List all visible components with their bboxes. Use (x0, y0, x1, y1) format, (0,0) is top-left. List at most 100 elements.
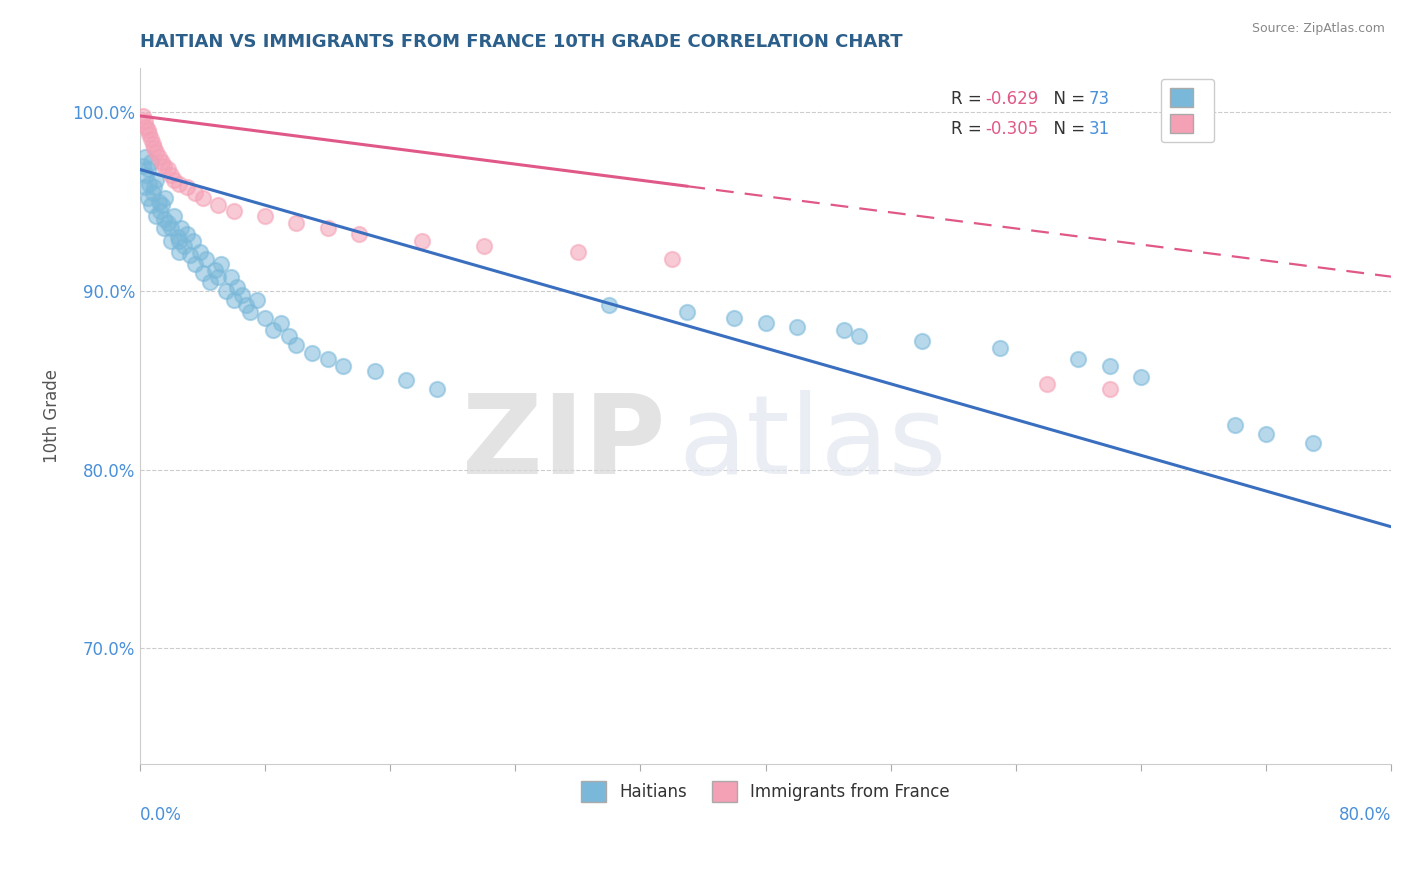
Point (1036, 376, 1059, 391)
Point (152, 212, 174, 227)
Point (254, 209, 277, 223)
Point (226, 280, 249, 294)
Point (135, 168, 157, 182)
Text: -0.305: -0.305 (986, 120, 1039, 138)
Point (160, 221, 183, 235)
Point (411, 234, 433, 248)
Text: Source: ZipAtlas.com: Source: ZipAtlas.com (1251, 22, 1385, 36)
Point (786, 319, 808, 334)
Point (160, 234, 183, 248)
Point (167, 244, 190, 259)
Point (157, 216, 180, 230)
Point (142, 186, 165, 200)
Point (132, 159, 155, 173)
Legend: Haitians, Immigrants from France: Haitians, Immigrants from France (575, 774, 956, 808)
Text: N =: N = (1043, 120, 1091, 138)
Text: -0.629: -0.629 (986, 90, 1039, 108)
Point (139, 198, 162, 212)
Text: 0.0%: 0.0% (141, 806, 181, 824)
Point (194, 252, 217, 266)
Point (472, 239, 495, 253)
Point (148, 150, 170, 164)
Point (145, 173, 167, 187)
Point (285, 216, 308, 230)
Point (598, 298, 620, 312)
Point (139, 155, 162, 169)
Text: R =: R = (950, 120, 987, 138)
Text: ZIP: ZIP (463, 391, 665, 498)
Point (332, 359, 354, 373)
Point (285, 337, 308, 351)
Point (191, 191, 214, 205)
Point (176, 180, 198, 194)
Point (723, 310, 745, 325)
Point (136, 191, 159, 205)
Point (1067, 351, 1090, 366)
Point (676, 305, 699, 319)
Point (238, 305, 260, 319)
Point (167, 177, 190, 191)
Point (150, 198, 173, 212)
Point (426, 382, 449, 396)
Point (246, 293, 269, 307)
Point (988, 341, 1011, 355)
Point (1098, 382, 1121, 396)
Point (179, 248, 201, 262)
Point (1254, 426, 1277, 441)
Point (134, 180, 156, 194)
Point (148, 194, 170, 209)
Point (145, 209, 167, 223)
Point (832, 323, 855, 337)
Point (235, 298, 257, 312)
Point (301, 346, 323, 360)
Point (136, 123, 159, 137)
Point (134, 114, 156, 128)
Point (138, 127, 160, 141)
Text: R =: R = (950, 90, 987, 108)
Point (184, 257, 207, 271)
Point (163, 173, 186, 187)
Text: 31: 31 (1088, 120, 1109, 138)
Point (143, 180, 166, 194)
Point (270, 316, 292, 330)
Point (1302, 435, 1324, 450)
Point (181, 234, 204, 248)
Point (157, 162, 180, 177)
Point (222, 203, 245, 218)
Point (231, 287, 253, 301)
Point (395, 373, 418, 387)
Point (150, 155, 173, 169)
Text: 80.0%: 80.0% (1339, 806, 1391, 824)
Point (167, 234, 190, 248)
Point (149, 203, 172, 218)
Point (184, 186, 207, 200)
Point (911, 334, 934, 348)
Point (262, 323, 284, 337)
Point (347, 227, 370, 241)
Point (567, 244, 589, 259)
Point (222, 293, 245, 307)
Point (215, 284, 238, 298)
Point (138, 177, 160, 191)
Point (153, 191, 176, 205)
Point (1098, 359, 1121, 373)
Point (316, 351, 339, 366)
Point (200, 275, 222, 289)
Point (1223, 417, 1246, 432)
Point (176, 227, 198, 241)
Point (142, 137, 165, 152)
Y-axis label: 10th Grade: 10th Grade (44, 369, 60, 463)
Point (219, 269, 242, 284)
Point (254, 310, 277, 325)
Point (139, 132, 162, 146)
Point (163, 209, 186, 223)
Point (188, 244, 211, 259)
Point (160, 168, 183, 182)
Text: atlas: atlas (678, 391, 946, 498)
Point (204, 262, 226, 277)
Text: 73: 73 (1088, 90, 1109, 108)
Point (209, 257, 232, 271)
Point (145, 145, 167, 159)
Point (173, 239, 195, 253)
Point (661, 252, 683, 266)
